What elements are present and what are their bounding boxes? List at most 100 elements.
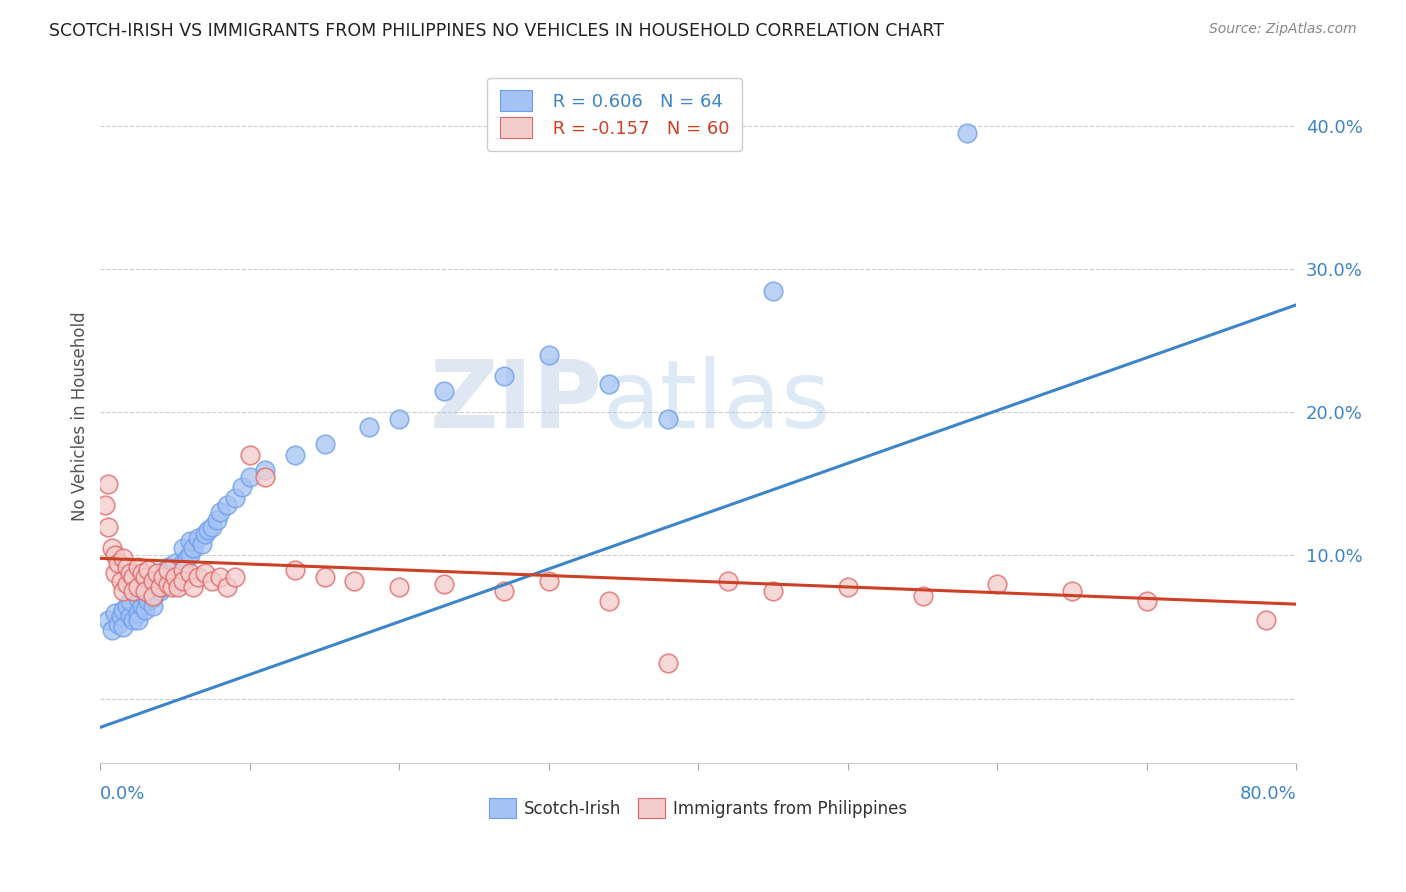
Point [142,591,165,606]
Point [104,566,127,580]
Point [762,584,785,599]
Point [181,580,204,594]
Point [181,541,204,556]
Point [717,574,740,589]
Point [239,448,262,462]
Point [314,436,336,450]
Point [837,580,859,594]
Point [208,506,231,520]
Point [492,369,515,384]
Point [253,469,276,483]
Point [97,476,120,491]
Point [176,551,198,566]
Point [131,599,153,613]
Point [284,448,307,462]
Point [117,577,139,591]
Point [138,584,160,599]
Text: SCOTCH-IRISH VS IMMIGRANTS FROM PHILIPPINES NO VEHICLES IN HOUSEHOLD CORRELATION: SCOTCH-IRISH VS IMMIGRANTS FROM PHILIPPI… [49,22,945,40]
Point [359,419,381,434]
Point [117,560,139,574]
Point [110,608,132,623]
Point [127,560,149,574]
Point [101,541,124,556]
Point [172,541,194,556]
Point [201,574,224,589]
Point [537,348,560,362]
Point [120,608,142,623]
Point [986,577,1008,591]
Point [153,570,176,584]
Point [142,589,165,603]
Point [142,577,165,591]
Point [156,560,179,574]
Point [131,566,153,580]
Point [134,589,156,603]
Point [111,584,134,599]
Point [201,520,224,534]
Point [165,556,187,570]
Point [149,584,172,599]
Point [136,594,159,608]
Point [152,570,174,584]
Point [156,577,179,591]
Point [110,574,132,589]
Point [224,491,246,505]
Point [388,580,411,594]
Point [111,603,134,617]
Point [186,570,208,584]
Point [136,563,159,577]
Point [433,577,456,591]
Text: 0.0%: 0.0% [100,785,146,803]
Point [657,412,679,426]
Point [101,623,124,637]
Point [156,577,179,591]
Point [179,566,201,580]
Point [149,580,172,594]
Point [152,580,174,594]
Point [191,537,214,551]
Point [205,513,228,527]
Point [911,589,934,603]
Point [134,580,156,594]
Point [122,584,145,599]
Point [160,580,183,594]
Point [127,613,149,627]
Point [159,570,181,584]
Point [134,584,156,599]
Text: Source: ZipAtlas.com: Source: ZipAtlas.com [1209,22,1357,37]
Point [165,570,187,584]
Point [142,574,165,589]
Point [111,551,134,566]
Point [134,570,156,584]
Point [172,574,194,589]
Point [142,599,165,613]
Point [186,531,208,545]
Point [239,469,262,483]
Point [208,570,231,584]
Point [217,580,239,594]
Point [172,556,194,570]
Point [492,584,515,599]
Point [120,566,142,580]
Point [122,613,145,627]
Point [127,606,149,620]
Point [146,566,169,580]
Point [134,603,156,617]
Point [537,574,560,589]
Point [284,563,307,577]
Point [172,563,194,577]
Point [956,126,979,140]
Point [127,591,149,606]
Point [104,549,127,563]
Point [127,580,149,594]
Point [165,574,187,589]
Point [231,480,253,494]
Point [156,563,179,577]
Text: atlas: atlas [603,356,831,448]
Point [146,574,169,589]
Legend: Scotch-Irish, Immigrants from Philippines: Scotch-Irish, Immigrants from Philippine… [482,792,914,824]
Point [167,566,190,580]
Point [314,570,336,584]
Point [343,574,366,589]
Point [104,606,127,620]
